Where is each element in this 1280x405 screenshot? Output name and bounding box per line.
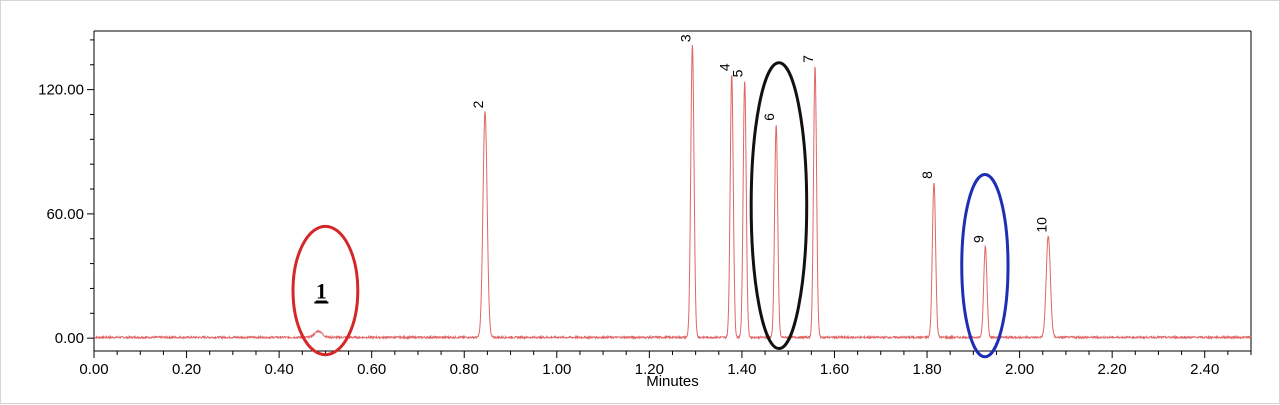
x-tick-label: 0.40 bbox=[265, 361, 294, 378]
x-tick-label: 1.20 bbox=[635, 361, 664, 378]
peak-label-8: 8 bbox=[919, 171, 935, 179]
x-tick-label: 0.60 bbox=[357, 361, 386, 378]
highlight-ellipse-2 bbox=[749, 61, 809, 351]
peak-label-4: 4 bbox=[717, 63, 733, 71]
x-tick-label: 0.00 bbox=[79, 361, 108, 378]
peak-label-2: 2 bbox=[470, 100, 486, 108]
highlight-ellipse-1 bbox=[291, 224, 360, 357]
x-tick-label: 0.80 bbox=[450, 361, 479, 378]
x-tick-label: 1.00 bbox=[542, 361, 571, 378]
x-tick-label: 2.00 bbox=[1005, 361, 1034, 378]
peak-label-9: 9 bbox=[970, 235, 986, 243]
x-axis-title: Minutes bbox=[646, 373, 699, 390]
chart-annotations bbox=[291, 61, 1010, 359]
x-tick-label: 1.40 bbox=[727, 361, 756, 378]
x-tick-label: 1.80 bbox=[912, 361, 941, 378]
chart-labels: 2 3 45 6 7 8 9 10 1 bbox=[314, 34, 1049, 304]
peak-label-7: 7 bbox=[800, 55, 816, 63]
x-tick-label: 2.40 bbox=[1190, 361, 1219, 378]
peak-label-10: 10 bbox=[1033, 217, 1049, 233]
x-tick-label: 0.20 bbox=[172, 361, 201, 378]
chromatogram-trace bbox=[93, 44, 1252, 341]
chart-trace-layer bbox=[93, 44, 1252, 341]
x-tick-label: 1.60 bbox=[820, 361, 849, 378]
peak-label-5: 5 bbox=[730, 69, 746, 77]
y-tick-label: 0.00 bbox=[55, 330, 84, 347]
peak-label-3: 3 bbox=[677, 34, 693, 42]
x-tick-label: 2.20 bbox=[1098, 361, 1127, 378]
y-tick-label: 120.00 bbox=[38, 82, 84, 99]
peak-label-1: 1 bbox=[316, 279, 327, 304]
peak-label-6: 6 bbox=[761, 113, 777, 121]
highlight-ellipse-3 bbox=[960, 173, 1010, 359]
chart-axes: 0.00 0.20 0.40 0.60 0.80 1.00 1.20 1.40 1.60 1.80… bbox=[38, 30, 1252, 390]
y-tick-label: 60.00 bbox=[46, 206, 84, 223]
